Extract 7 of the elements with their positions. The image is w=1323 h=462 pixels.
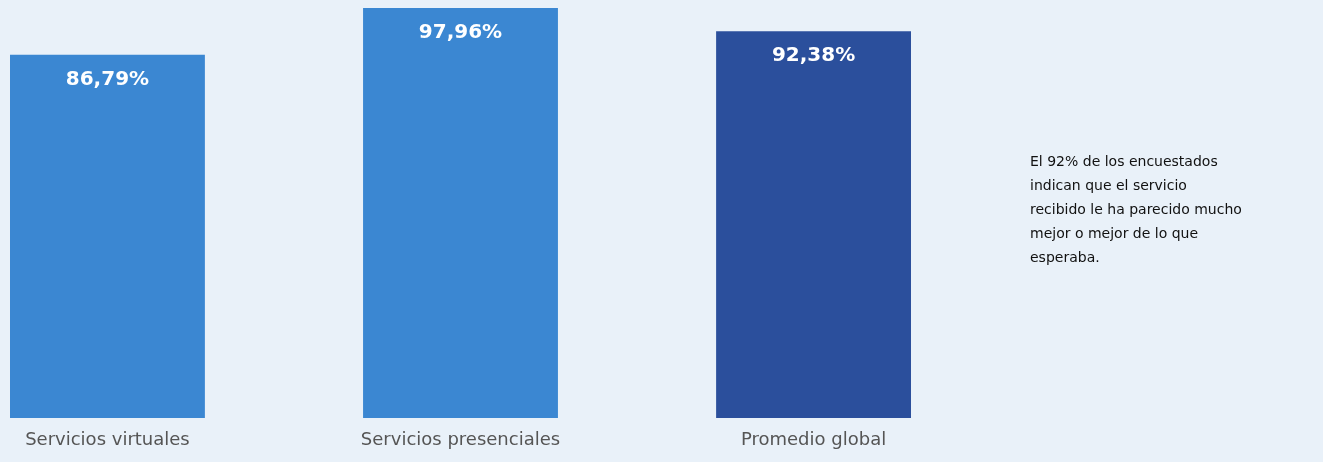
x-tick-label: Promedio global — [740, 427, 887, 449]
data-label: 92,38% — [771, 42, 856, 67]
data-label: 97,96% — [418, 19, 503, 43]
x-tick-label: Servicios presenciales — [360, 427, 561, 449]
text: El 92% de los encuestados indican que el servicio recibido le ha parecido mucho mejor o mejor de lo que esperaba. — [1030, 153, 1242, 265]
data-label: 86,79% — [65, 65, 150, 90]
x-tick-label: Servicios virtuales — [25, 427, 190, 449]
